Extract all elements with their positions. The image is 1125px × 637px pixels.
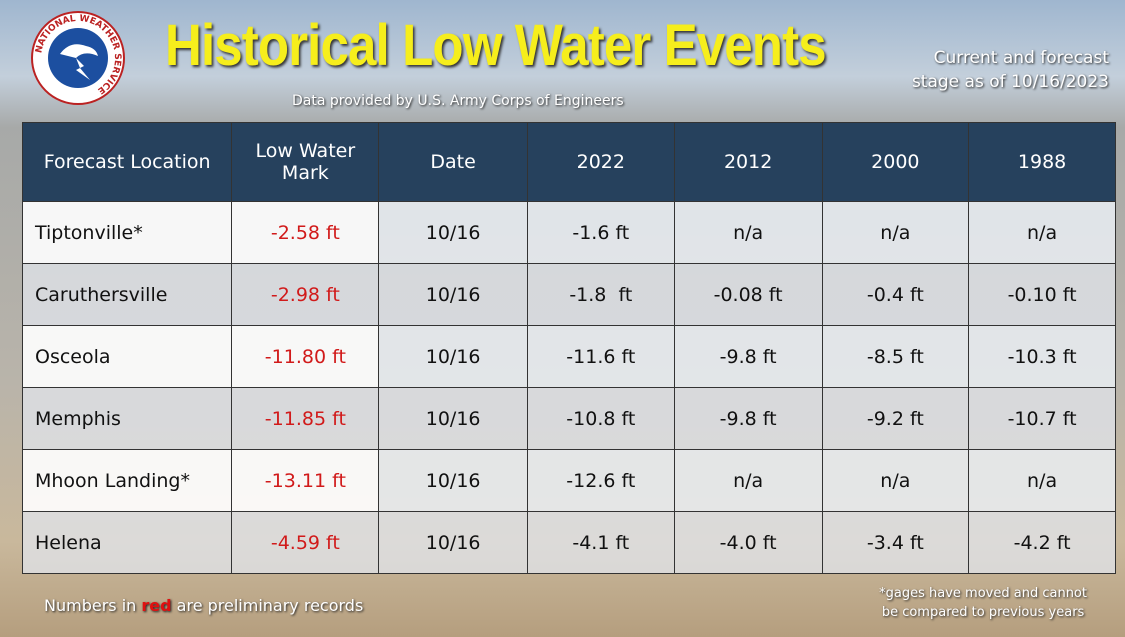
location-cell: Memphis [23, 388, 232, 450]
table-cell: 10/16 [379, 326, 528, 388]
location-cell: Helena [23, 512, 232, 574]
table-cell: 10/16 [379, 202, 528, 264]
table-cell: -13.11 ft [232, 450, 379, 512]
table-cell: -3.4 ft [822, 512, 969, 574]
page: NATIONAL WEATHER SERVICE Historical Low … [0, 0, 1125, 637]
location-cell: Caruthersville [23, 264, 232, 326]
nws-logo: NATIONAL WEATHER SERVICE [30, 10, 126, 106]
table-cell: -11.85 ft [232, 388, 379, 450]
table-cell: 10/16 [379, 450, 528, 512]
footer-note: Numbers in red are preliminary records [44, 596, 363, 615]
table-cell: -2.98 ft [232, 264, 379, 326]
table-cell: -4.0 ft [674, 512, 822, 574]
column-header: Date [379, 123, 528, 202]
table-cell: -11.6 ft [527, 326, 674, 388]
table-cell: -10.8 ft [527, 388, 674, 450]
subtitle: Data provided by U.S. Army Corps of Engi… [292, 93, 624, 109]
note-part: Numbers in [44, 596, 141, 615]
table-cell: -1.8 ft [527, 264, 674, 326]
column-header: 2000 [822, 123, 969, 202]
table-cell: -8.5 ft [822, 326, 969, 388]
table-cell: 10/16 [379, 264, 528, 326]
table-cell: -10.7 ft [969, 388, 1116, 450]
note-part: are preliminary records [172, 596, 364, 615]
column-header: 2012 [674, 123, 822, 202]
note-part: red [141, 596, 171, 615]
table-cell: n/a [969, 202, 1116, 264]
location-cell: Osceola [23, 326, 232, 388]
table-cell: n/a [822, 450, 969, 512]
table-cell: -0.10 ft [969, 264, 1116, 326]
table-cell: -11.80 ft [232, 326, 379, 388]
column-header: Forecast Location [23, 123, 232, 202]
table-cell: 10/16 [379, 388, 528, 450]
table-cell: -9.8 ft [674, 326, 822, 388]
table-cell: -10.3 ft [969, 326, 1116, 388]
footnote-line: be compared to previous years [879, 603, 1087, 622]
table-cell: -4.59 ft [232, 512, 379, 574]
table-cell: -2.58 ft [232, 202, 379, 264]
stage-note-line: Current and forecast [912, 46, 1109, 70]
table-cell: n/a [674, 450, 822, 512]
table-cell: -0.08 ft [674, 264, 822, 326]
table-cell: -9.2 ft [822, 388, 969, 450]
column-header: Low Water Mark [232, 123, 379, 202]
location-cell: Mhoon Landing* [23, 450, 232, 512]
table-cell: -9.8 ft [674, 388, 822, 450]
table-cell: n/a [969, 450, 1116, 512]
table-cell: -12.6 ft [527, 450, 674, 512]
location-cell: Tiptonville* [23, 202, 232, 264]
table-cell: -0.4 ft [822, 264, 969, 326]
column-header: 2022 [527, 123, 674, 202]
column-header: 1988 [969, 123, 1116, 202]
title: Historical Low Water Events [165, 12, 826, 79]
table-cell: -4.2 ft [969, 512, 1116, 574]
table-cell: -1.6 ft [527, 202, 674, 264]
table-cell: n/a [674, 202, 822, 264]
stage-note-line: stage as of 10/16/2023 [912, 70, 1109, 94]
table-cell: n/a [822, 202, 969, 264]
footnote-line: *gages have moved and cannot [879, 584, 1087, 603]
table-cell: -4.1 ft [527, 512, 674, 574]
table-cell: 10/16 [379, 512, 528, 574]
